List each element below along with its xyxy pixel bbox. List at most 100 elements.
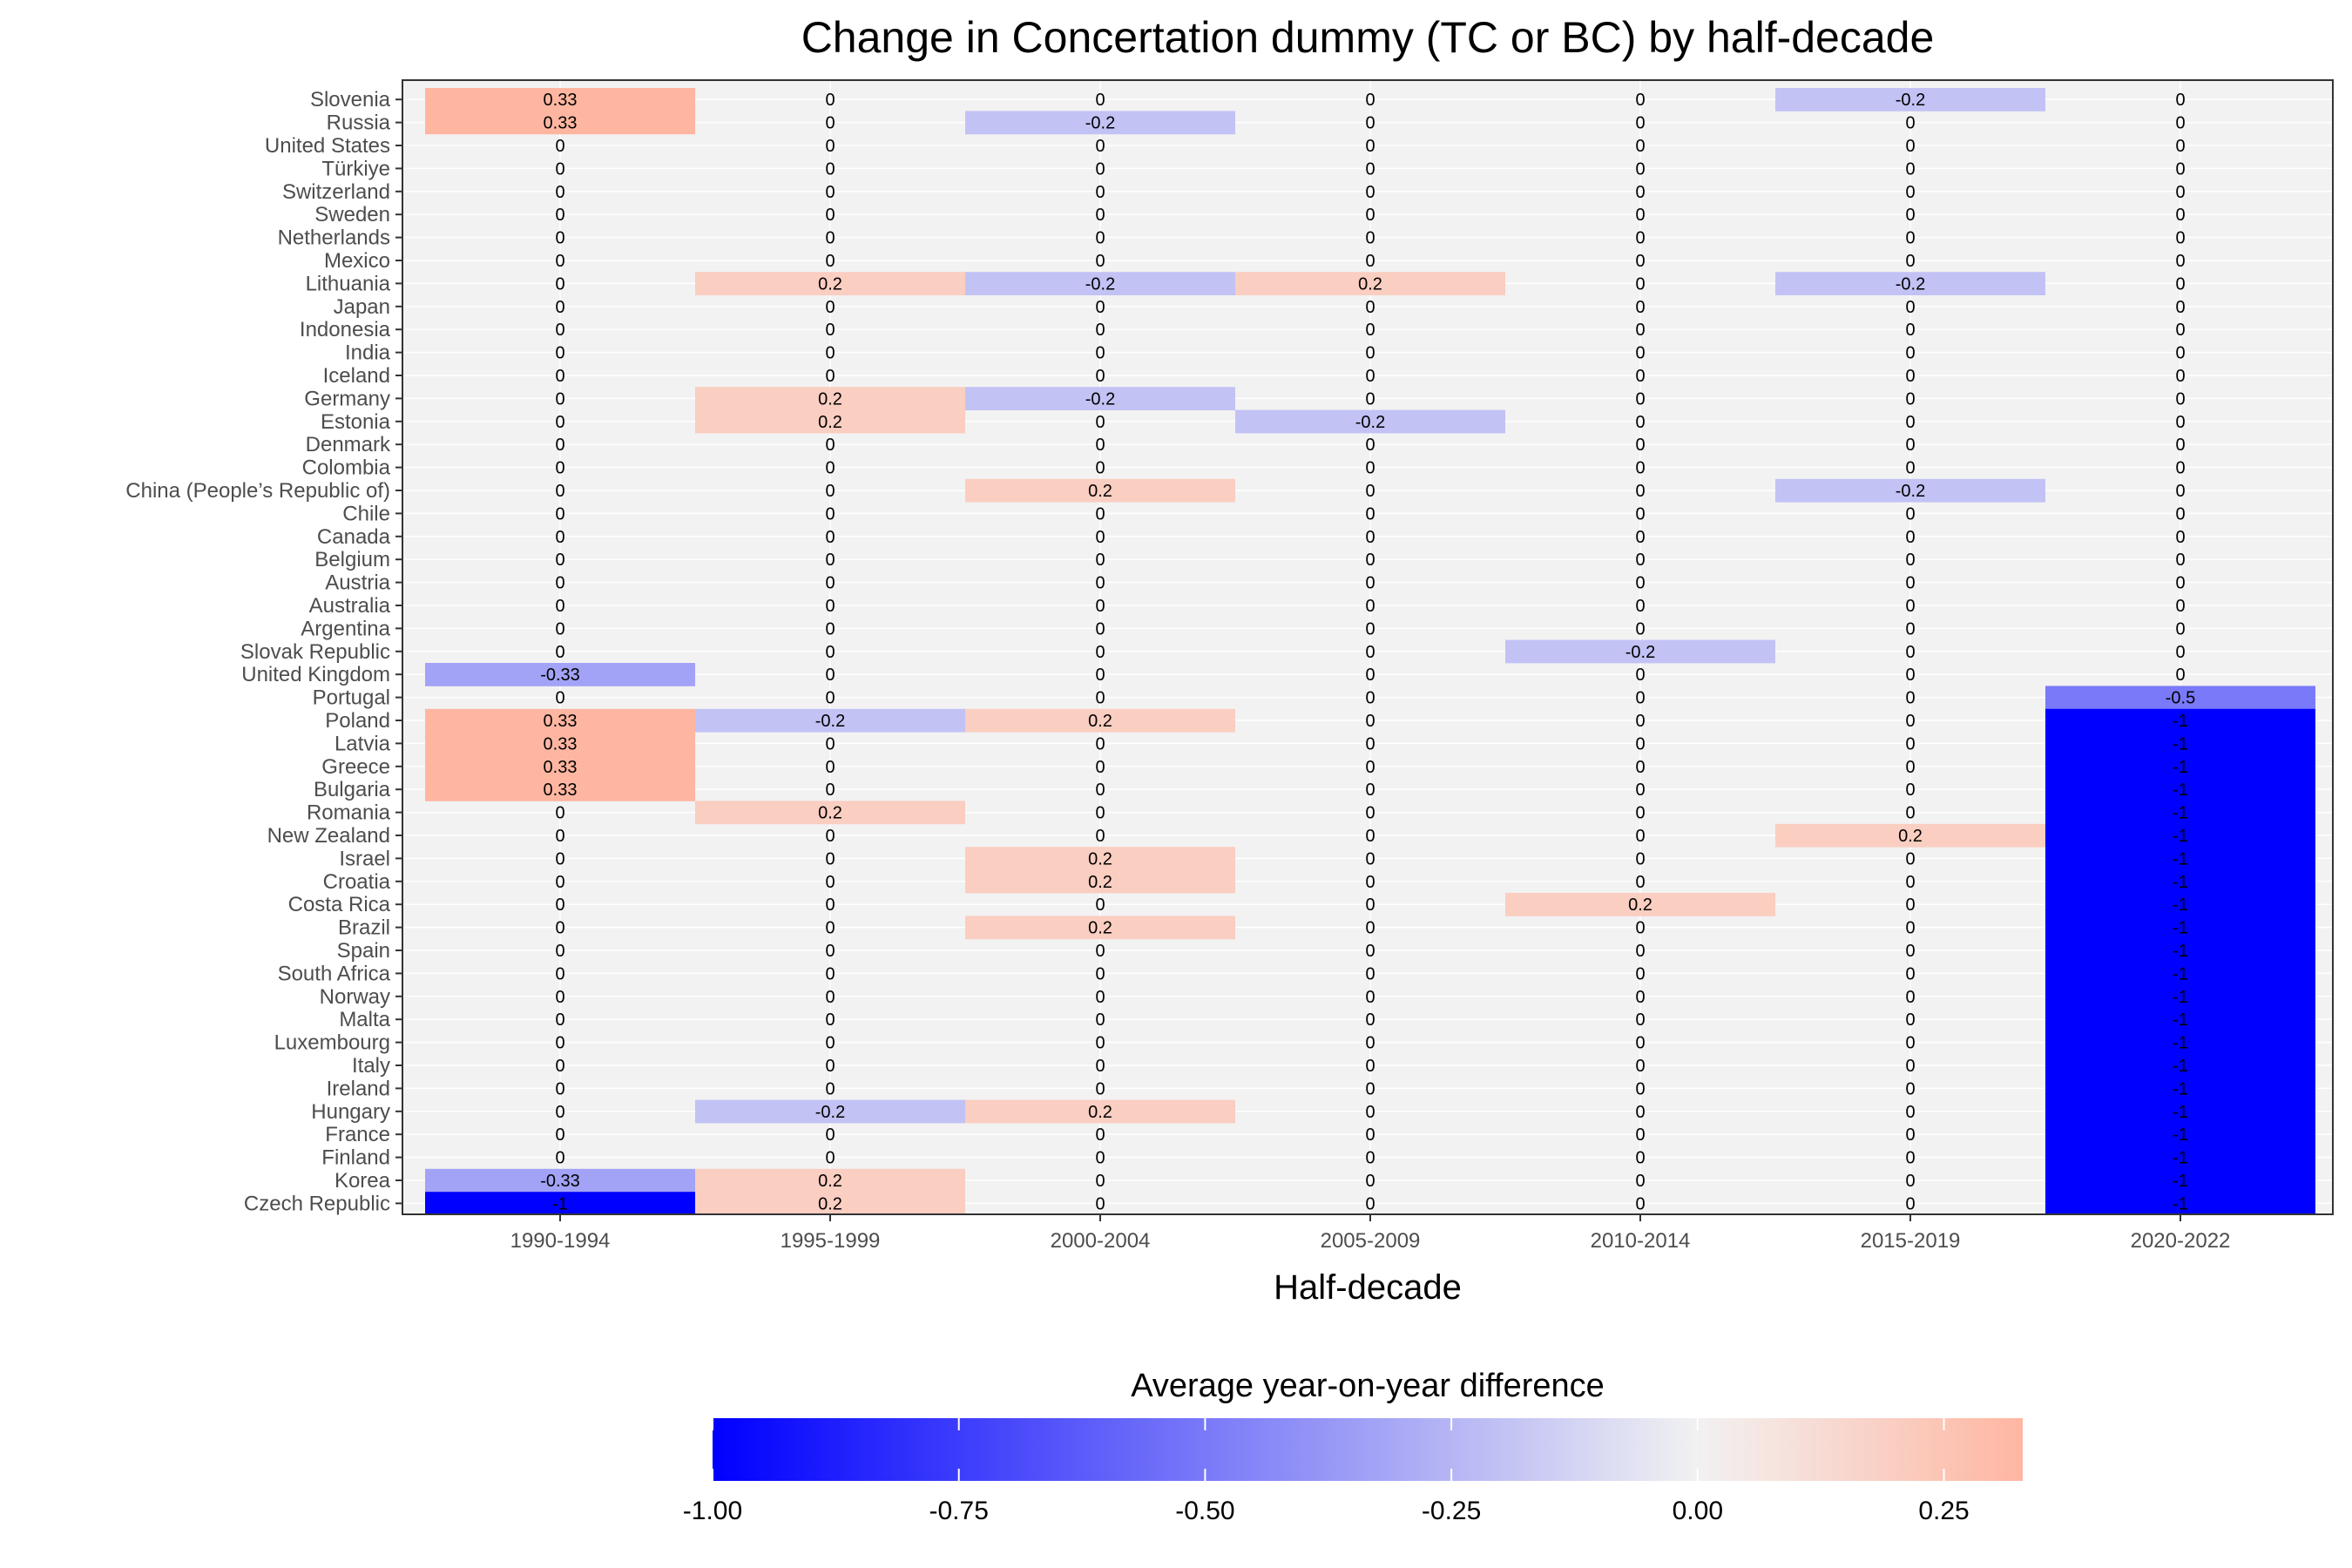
cell-value-label: 0 bbox=[825, 1149, 835, 1168]
cell-value-label: 0 bbox=[1365, 1125, 1375, 1145]
cell-value-label: 0 bbox=[1905, 804, 1915, 823]
cell-value-label: 0 bbox=[1905, 137, 1915, 156]
cell-value-label: 0 bbox=[1365, 734, 1375, 754]
cell-value-label: 0 bbox=[1365, 758, 1375, 777]
cell-value-label: 0 bbox=[1095, 666, 1105, 685]
cell-value-label: 0 bbox=[1095, 964, 1105, 983]
cell-value-label: 0 bbox=[2175, 619, 2185, 639]
cell-value-label: 0 bbox=[1365, 781, 1375, 800]
cell-value-label: 0 bbox=[1905, 389, 1915, 409]
cell-value-label: 0 bbox=[1905, 321, 1915, 340]
y-tick-label: Switzerland bbox=[282, 180, 390, 204]
heatmap-cell bbox=[2045, 778, 2315, 801]
cell-value-label: 0.2 bbox=[1088, 849, 1112, 868]
cell-value-label: 0 bbox=[825, 528, 835, 547]
cell-value-label: 0 bbox=[555, 344, 564, 363]
cell-value-label: 0 bbox=[555, 413, 564, 432]
cell-value-label: 0 bbox=[555, 849, 564, 868]
cell-value-label: 0 bbox=[1635, 367, 1645, 386]
cell-value-label: 0 bbox=[2175, 91, 2185, 110]
x-tick-label: 2015-2019 bbox=[1861, 1229, 1961, 1253]
cell-value-label: 0 bbox=[1905, 896, 1915, 915]
cell-value-label: 0 bbox=[555, 206, 564, 225]
cell-value-label: 0 bbox=[1635, 551, 1645, 570]
heatmap-cell bbox=[695, 387, 965, 410]
cell-value-label: -0.33 bbox=[540, 1172, 580, 1191]
cell-value-label: 0 bbox=[1635, 1172, 1645, 1191]
cell-value-label: 0 bbox=[1365, 1103, 1375, 1122]
cell-value-label: 0 bbox=[1635, 252, 1645, 271]
y-tick-label: Israel bbox=[339, 847, 390, 870]
cell-value-label: 0 bbox=[1905, 183, 1915, 202]
y-tick-label: Estonia bbox=[321, 410, 391, 434]
heatmap-cell bbox=[2045, 732, 2315, 755]
cell-value-label: 0 bbox=[1635, 528, 1645, 547]
cell-value-label: 0 bbox=[555, 137, 564, 156]
cell-value-label: 0 bbox=[1365, 91, 1375, 110]
cell-value-label: 0 bbox=[555, 551, 564, 570]
cell-value-label: 0 bbox=[555, 619, 564, 639]
cell-value-label: 0 bbox=[1095, 574, 1105, 593]
cell-value-label: 0 bbox=[825, 159, 835, 179]
y-tick-label: France bbox=[325, 1123, 390, 1146]
cell-value-label: 0 bbox=[1905, 619, 1915, 639]
heatmap-cell bbox=[425, 708, 695, 733]
cell-value-label: 0 bbox=[1095, 1125, 1105, 1145]
cell-value-label: 0 bbox=[825, 482, 835, 501]
cell-value-label: 0 bbox=[1365, 942, 1375, 961]
cell-value-label: 0 bbox=[1905, 551, 1915, 570]
y-tick-label: Bulgaria bbox=[314, 778, 391, 801]
cell-value-label: 0 bbox=[555, 528, 564, 547]
cell-value-label: 0 bbox=[1095, 1010, 1105, 1030]
cell-value-label: 0 bbox=[555, 689, 564, 708]
cell-value-label: 0 bbox=[825, 252, 835, 271]
cell-value-label: 0 bbox=[555, 1125, 564, 1145]
cell-value-label: 0 bbox=[1905, 1034, 1915, 1053]
cell-value-label: -1 bbox=[2173, 1010, 2188, 1030]
cell-value-label: 0 bbox=[1365, 896, 1375, 915]
cell-value-label: 0 bbox=[555, 919, 564, 938]
cell-value-label: 0 bbox=[1635, 597, 1645, 616]
cell-value-label: 0 bbox=[1905, 1079, 1915, 1098]
cell-value-label: 0 bbox=[1635, 689, 1645, 708]
cell-value-label: -1 bbox=[2173, 964, 2188, 983]
cell-value-label: 0 bbox=[1365, 1057, 1375, 1076]
cell-value-label: 0.33 bbox=[544, 734, 578, 754]
heatmap-cell bbox=[425, 732, 695, 755]
cell-value-label: 0 bbox=[825, 229, 835, 248]
cell-value-label: 0 bbox=[1635, 389, 1645, 409]
cell-value-label: -0.2 bbox=[1085, 114, 1115, 133]
cell-value-label: -1 bbox=[2173, 1194, 2188, 1213]
cell-value-label: 0 bbox=[825, 114, 835, 133]
y-tick-label: Germany bbox=[304, 387, 390, 410]
cell-value-label: 0 bbox=[1635, 1149, 1645, 1168]
y-tick-label: Italy bbox=[352, 1054, 390, 1078]
cell-value-label: 0 bbox=[825, 1079, 835, 1098]
heatmap-cell bbox=[425, 111, 695, 135]
heatmap-cell bbox=[965, 272, 1235, 295]
cell-value-label: 0 bbox=[1635, 1057, 1645, 1076]
cell-value-label: -1 bbox=[2173, 1079, 2188, 1098]
cell-value-label: 0 bbox=[1365, 367, 1375, 386]
cell-value-label: 0 bbox=[555, 274, 564, 294]
y-tick-label: Chile bbox=[342, 502, 390, 525]
cell-value-label: 0 bbox=[825, 666, 835, 685]
cell-value-label: 0 bbox=[1095, 597, 1105, 616]
y-tick-label: Croatia bbox=[323, 870, 391, 894]
cell-value-label: 0 bbox=[555, 459, 564, 478]
cell-value-label: 0 bbox=[1635, 804, 1645, 823]
cell-value-label: 0 bbox=[1095, 344, 1105, 363]
legend-tick-label: -0.75 bbox=[929, 1497, 989, 1525]
cell-value-label: 0 bbox=[1095, 137, 1105, 156]
cell-value-label: -1 bbox=[2173, 1125, 2188, 1145]
cell-value-label: 0 bbox=[1365, 574, 1375, 593]
cell-value-label: 0 bbox=[1095, 504, 1105, 524]
heatmap-cell bbox=[695, 1168, 965, 1193]
cell-value-label: 0 bbox=[1905, 597, 1915, 616]
cell-value-label: 0 bbox=[555, 827, 564, 846]
cell-value-label: 0 bbox=[1365, 1172, 1375, 1191]
cell-value-label: 0 bbox=[2175, 504, 2185, 524]
y-tick-label: Luxembourg bbox=[274, 1031, 390, 1055]
cell-value-label: 0 bbox=[1905, 1172, 1915, 1191]
cell-value-label: 0 bbox=[825, 643, 835, 662]
